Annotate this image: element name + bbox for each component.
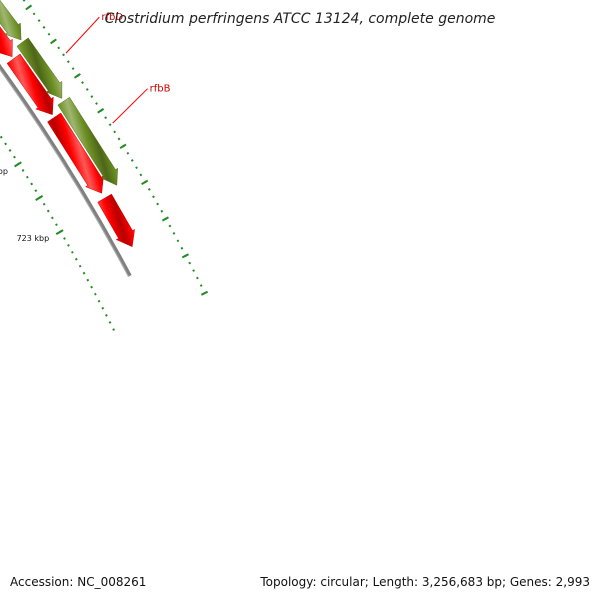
cds-outer-green xyxy=(0,0,22,41)
tick-label-722: 722 kbp xyxy=(0,167,8,176)
scale-dot xyxy=(4,142,8,146)
scale-dot xyxy=(42,25,46,29)
cds-outer-green xyxy=(16,37,63,99)
gene-label-rfbb: rfbB xyxy=(150,84,171,95)
major-tick xyxy=(55,229,64,235)
scale-dot xyxy=(172,232,176,235)
outer-scale-tick xyxy=(200,290,209,296)
scale-dot xyxy=(85,88,89,91)
cds-features xyxy=(0,0,135,248)
outer-scale-tick xyxy=(25,4,33,11)
scale-dot xyxy=(104,116,108,120)
scale-ticks: 717 kbp718 kbp719 kbp720 kbp721 kbp722 k… xyxy=(0,161,64,243)
outer-scale-tick xyxy=(119,143,127,150)
scale-dot xyxy=(63,237,66,240)
backbone-highlight xyxy=(0,68,129,277)
scale-dot xyxy=(62,53,65,57)
scale-dot xyxy=(30,182,34,186)
outer-scale-tick xyxy=(50,38,57,45)
scale-dot xyxy=(188,261,192,265)
scale-dot xyxy=(82,271,86,275)
accession-text: Accession: NC_008261 xyxy=(10,575,146,589)
cds-inner-red xyxy=(6,53,54,116)
tick-label-723: 723 kbp xyxy=(17,234,50,243)
scale-dot xyxy=(42,202,46,206)
scale-dot xyxy=(168,224,172,228)
scale-dot xyxy=(13,155,16,159)
gene-leader-line xyxy=(65,16,100,54)
scale-dot xyxy=(176,239,180,243)
scale-dot xyxy=(78,264,82,268)
gene-labels: CPF_0594CPF_0595CPF_0596rfbArfbCrfbDrfbB xyxy=(65,12,171,124)
cds-outer-green xyxy=(57,96,118,186)
cds-inner-red xyxy=(97,193,135,248)
scale-dot xyxy=(8,149,12,152)
scale-dot xyxy=(196,276,199,280)
scale-dot xyxy=(192,269,195,272)
tick-dots xyxy=(0,0,209,331)
backbone-arc xyxy=(0,63,132,277)
scale-dot xyxy=(21,169,25,172)
scale-dot xyxy=(66,60,70,64)
scale-dot xyxy=(199,284,203,287)
scale-dot xyxy=(112,328,115,331)
scale-dot xyxy=(90,95,94,98)
scale-dot xyxy=(95,102,98,105)
scale-dot xyxy=(97,299,101,303)
genome-backbone xyxy=(0,63,132,277)
scale-dot xyxy=(152,195,155,199)
scale-dot xyxy=(108,321,112,324)
scale-dot xyxy=(34,189,38,193)
scale-dot xyxy=(180,246,184,250)
cds-inner-red xyxy=(0,26,13,58)
scale-dot xyxy=(105,314,108,317)
outer-scale-tick xyxy=(141,179,149,186)
outer-scale-tick xyxy=(73,73,81,79)
scale-dot xyxy=(94,292,97,296)
scale-dot xyxy=(139,173,143,177)
outer-scale-tick xyxy=(161,216,169,222)
scale-dot xyxy=(156,202,160,206)
scale-dot xyxy=(113,130,117,134)
scale-dot xyxy=(37,19,41,23)
scale-dot xyxy=(71,67,75,70)
major-tick xyxy=(14,161,22,168)
scale-dot xyxy=(101,306,105,310)
scale-dot xyxy=(126,151,130,155)
half-tick xyxy=(35,195,44,201)
outer-scale-tick xyxy=(181,253,189,259)
outer-scale-tick xyxy=(97,108,105,114)
scale-dot xyxy=(50,216,54,220)
scale-dot xyxy=(90,285,93,289)
scale-dot xyxy=(108,123,112,127)
scale-dot xyxy=(0,135,3,139)
scale-dot xyxy=(32,12,36,16)
scale-dot xyxy=(22,0,26,2)
scale-dot xyxy=(67,244,70,247)
scale-dot xyxy=(86,278,90,282)
cds-inner-red xyxy=(47,112,104,194)
scale-dot xyxy=(70,250,74,254)
scale-dot xyxy=(74,257,78,261)
scale-dot xyxy=(160,209,164,213)
scale-dot xyxy=(47,32,51,36)
scale-dot xyxy=(57,46,61,50)
scale-dot xyxy=(130,159,134,162)
gene-leader-line xyxy=(112,88,148,124)
scale-dot xyxy=(81,81,84,84)
scale-dot xyxy=(135,166,138,170)
scale-dot xyxy=(147,188,151,191)
map-title: Clostridium perfringens ATCC 13124, comp… xyxy=(105,11,496,27)
scale-dot xyxy=(55,223,58,227)
scale-dot xyxy=(117,137,121,141)
scale-dot xyxy=(25,175,29,179)
scale-dot xyxy=(46,209,50,213)
gene-label-rfbd: rfbD xyxy=(101,12,123,23)
genome-summary-text: Topology: circular; Length: 3,256,683 bp… xyxy=(259,575,590,589)
